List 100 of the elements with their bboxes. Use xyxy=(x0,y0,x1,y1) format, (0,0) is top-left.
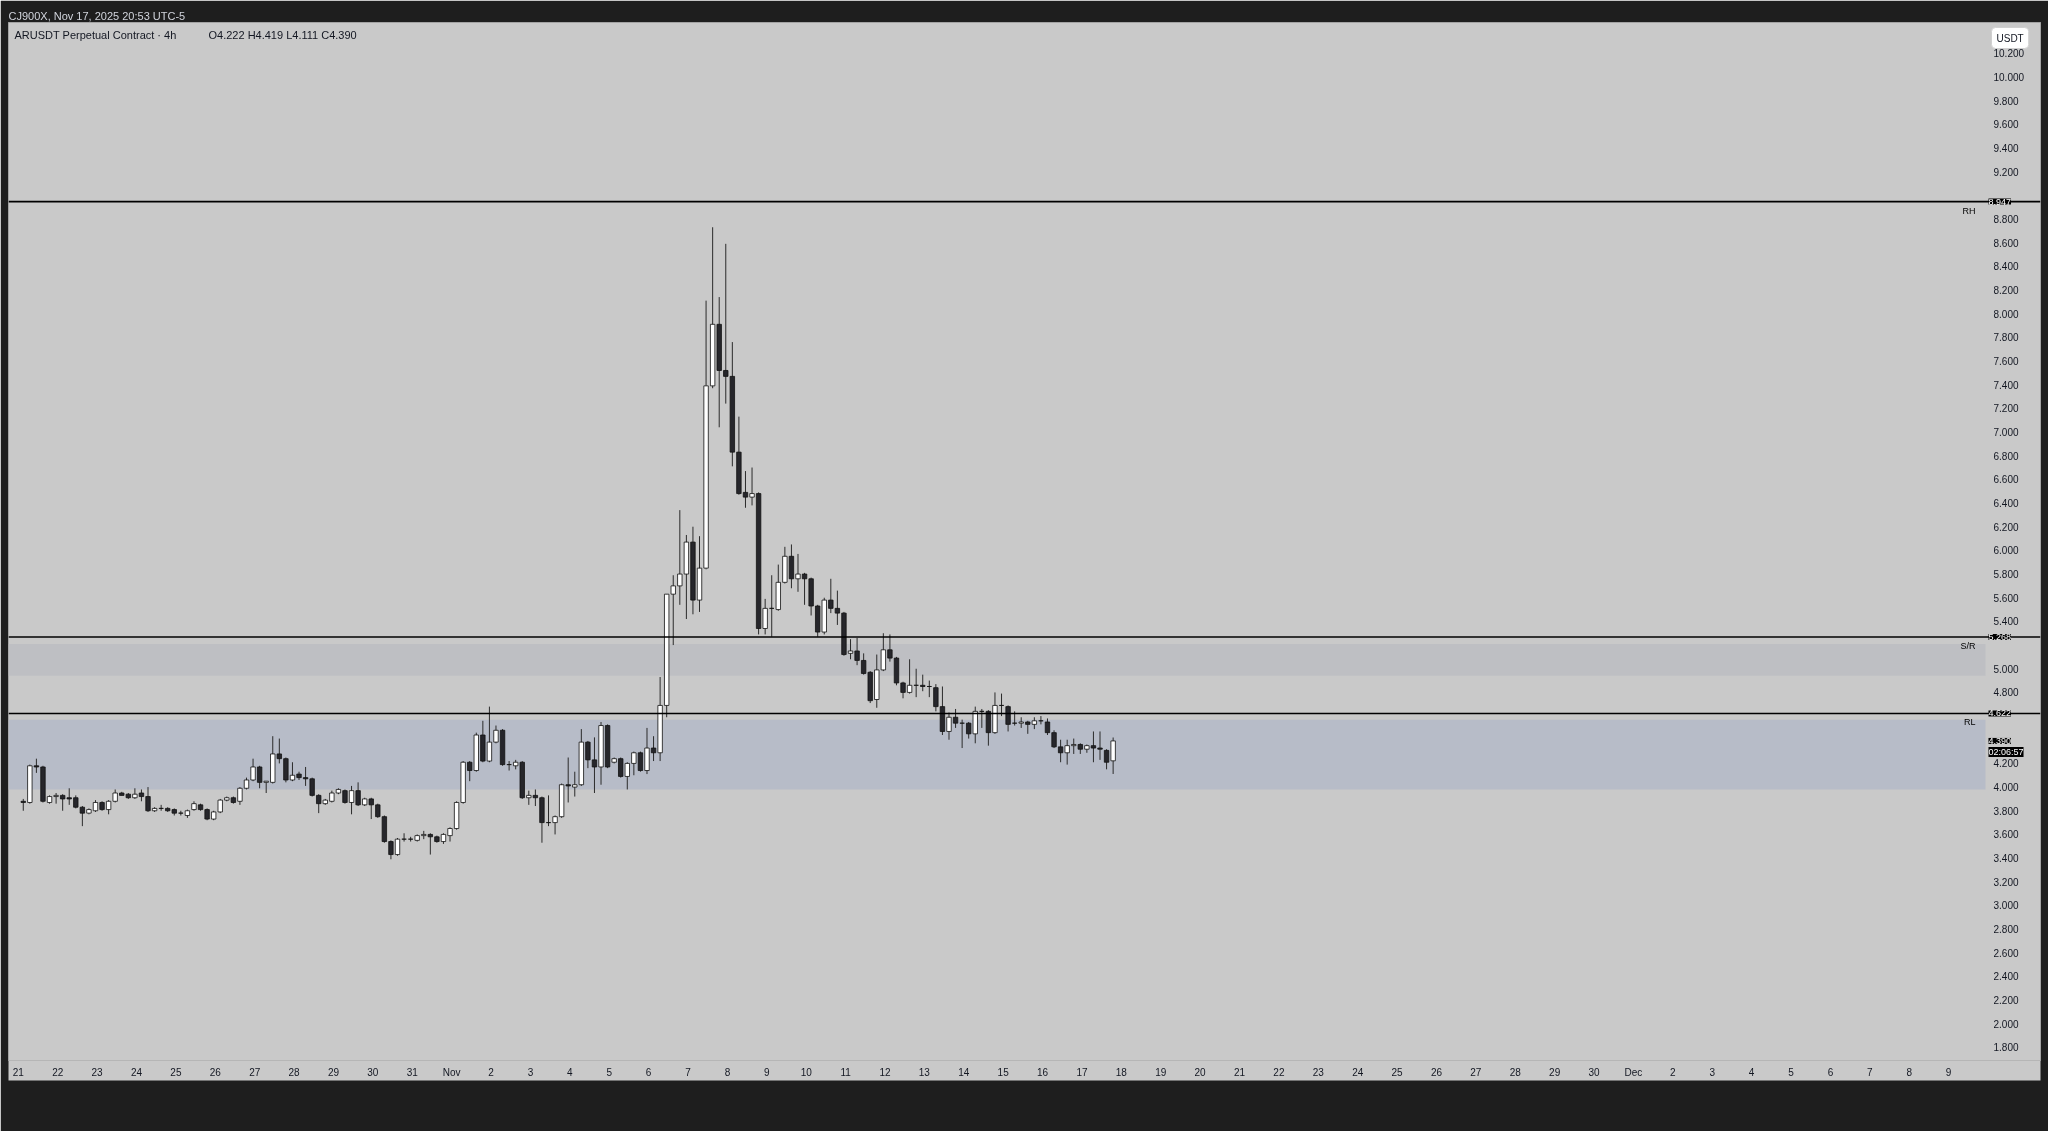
y-tick-label: 7.800 xyxy=(1993,332,2019,344)
x-tick-label: 11 xyxy=(840,1066,852,1078)
y-tick-label: 10.000 xyxy=(1993,71,2025,83)
x-tick-label: 10 xyxy=(800,1066,813,1078)
ref-line-label: RH xyxy=(1962,205,1976,216)
x-tick-label: 4 xyxy=(1748,1066,1755,1078)
y-tick-label: 1.800 xyxy=(1993,1042,2019,1054)
x-tick-label: 29 xyxy=(1549,1066,1561,1078)
x-tick-label: 24 xyxy=(1352,1066,1364,1078)
y-tick-label: 4.000 xyxy=(1993,782,2019,794)
x-tick-label: 30 xyxy=(1588,1066,1601,1078)
x-tick-label: 25 xyxy=(1391,1066,1404,1078)
y-tick-label: 7.400 xyxy=(1993,379,2019,391)
x-tick-label: 6 xyxy=(645,1066,652,1078)
y-tick-label: 9.800 xyxy=(1993,95,2019,107)
ref-line-label: RL xyxy=(1964,717,1976,728)
annotation: 5.268 xyxy=(1988,632,2012,643)
x-tick-label: 21 xyxy=(12,1066,25,1078)
ref-line-label: S/R xyxy=(1960,641,1976,652)
y-tick-label: 6.600 xyxy=(1993,474,2019,486)
x-tick-label: 27 xyxy=(249,1066,261,1078)
x-tick-label: 17 xyxy=(1076,1066,1088,1078)
text: ARUSDT Perpetual Contract · 4h xyxy=(14,28,177,41)
x-tick-label: 31 xyxy=(406,1066,419,1078)
y-tick-label: 4.800 xyxy=(1993,687,2019,699)
y-tick-label: 3.000 xyxy=(1993,900,2019,912)
x-tick-label: 7 xyxy=(685,1066,692,1078)
y-tick-label: 6.800 xyxy=(1993,450,2019,462)
x-tick-label: 29 xyxy=(327,1066,340,1078)
annotation: 4.390 xyxy=(1988,735,2012,746)
x-tick-label: 12 xyxy=(879,1066,891,1078)
y-tick-label: 6.000 xyxy=(1993,545,2019,557)
x-tick-label: 16 xyxy=(1036,1066,1049,1078)
x-tick-label: 25 xyxy=(170,1066,182,1078)
y-tick-label: 2.600 xyxy=(1993,947,2019,959)
x-tick-label: 5 xyxy=(1788,1066,1795,1078)
y-tick-label: 8.000 xyxy=(1993,308,2019,320)
x-tick-label: 28 xyxy=(288,1066,301,1078)
x-tick-label: 28 xyxy=(1509,1066,1522,1078)
x-tick-label: 2 xyxy=(488,1066,495,1078)
x-tick-label: 2 xyxy=(1670,1066,1677,1078)
x-tick-label: 19 xyxy=(1155,1066,1167,1078)
y-tick-label: 2.200 xyxy=(1993,995,2019,1007)
y-tick-label: 5.800 xyxy=(1993,569,2019,581)
x-tick-label: 7 xyxy=(1867,1066,1874,1078)
x-tick-label: 27 xyxy=(1470,1066,1482,1078)
x-tick-label: 14 xyxy=(958,1066,970,1078)
y-tick-label: 3.600 xyxy=(1993,829,2019,841)
y-tick-label: 9.600 xyxy=(1993,119,2019,131)
x-tick-label: 22 xyxy=(52,1066,64,1078)
y-tick-label: 8.800 xyxy=(1993,213,2019,225)
annotation: 8.947 xyxy=(1988,196,2012,207)
y-tick-label: 3.200 xyxy=(1993,876,2019,888)
y-tick-label: 8.400 xyxy=(1993,261,2019,273)
y-tick-label: 6.200 xyxy=(1993,521,2019,533)
y-tick-label: 7.600 xyxy=(1993,356,2019,367)
y-tick-label: 5.000 xyxy=(1993,663,2019,675)
y-tick-label: 2.800 xyxy=(1993,924,2019,936)
x-tick-label: 13 xyxy=(918,1066,931,1078)
x-tick-label: 23 xyxy=(1312,1066,1325,1078)
y-tick-label: 8.600 xyxy=(1993,237,2019,249)
y-tick-label: 3.400 xyxy=(1993,853,2019,865)
y-tick-label: 9.400 xyxy=(1993,142,2019,154)
y-tick-label: 8.200 xyxy=(1993,284,2019,296)
y-tick-label: 7.200 xyxy=(1993,403,2019,415)
x-tick-label: 4 xyxy=(567,1066,574,1078)
x-tick-label: Nov xyxy=(442,1066,461,1078)
x-tick-label: 6 xyxy=(1827,1066,1834,1078)
text: CJ900X, Nov 17, 2025 20:53 UTC-5 xyxy=(8,9,186,22)
x-tick-label: 22 xyxy=(1273,1066,1285,1078)
x-tick-label: 30 xyxy=(367,1066,379,1078)
x-tick-label: 20 xyxy=(1194,1066,1207,1078)
x-tick-label: 26 xyxy=(1430,1066,1443,1078)
text: O4.222 H4.419 L4.111 C4.390 xyxy=(208,28,357,41)
x-tick-label: Dec xyxy=(1624,1066,1643,1078)
y-tick-label: 9.200 xyxy=(1993,166,2019,178)
annotation: 4.622 xyxy=(1988,708,2012,719)
x-tick-label: 24 xyxy=(130,1066,143,1078)
y-tick-label: 4.200 xyxy=(1993,758,2019,770)
y-tick-label: 2.000 xyxy=(1993,1018,2019,1030)
x-tick-label: 26 xyxy=(209,1066,222,1078)
y-tick-label: 7.000 xyxy=(1993,427,2019,439)
annotation: 02:06:57 xyxy=(1988,746,2024,757)
y-tick-label: 3.800 xyxy=(1993,805,2019,817)
x-tick-label: 8 xyxy=(1906,1066,1913,1078)
x-tick-label: 21 xyxy=(1233,1066,1246,1078)
y-axis-title: USDT xyxy=(1996,32,2024,44)
y-tick-label: 5.600 xyxy=(1993,592,2019,604)
x-tick-label: 18 xyxy=(1115,1066,1128,1078)
x-tick-label: 9 xyxy=(764,1066,771,1078)
y-tick-label: 2.400 xyxy=(1993,971,2019,983)
x-tick-label: 3 xyxy=(527,1066,534,1078)
x-tick-label: 23 xyxy=(91,1066,104,1078)
x-tick-label: 9 xyxy=(1945,1066,1952,1078)
x-tick-label: 15 xyxy=(997,1066,1010,1078)
x-tick-label: 8 xyxy=(724,1066,731,1078)
x-tick-label: 3 xyxy=(1709,1066,1716,1078)
y-tick-label: 10.200 xyxy=(1993,48,2025,60)
x-tick-label: 5 xyxy=(606,1066,613,1078)
y-tick-label: 5.400 xyxy=(1993,616,2019,628)
